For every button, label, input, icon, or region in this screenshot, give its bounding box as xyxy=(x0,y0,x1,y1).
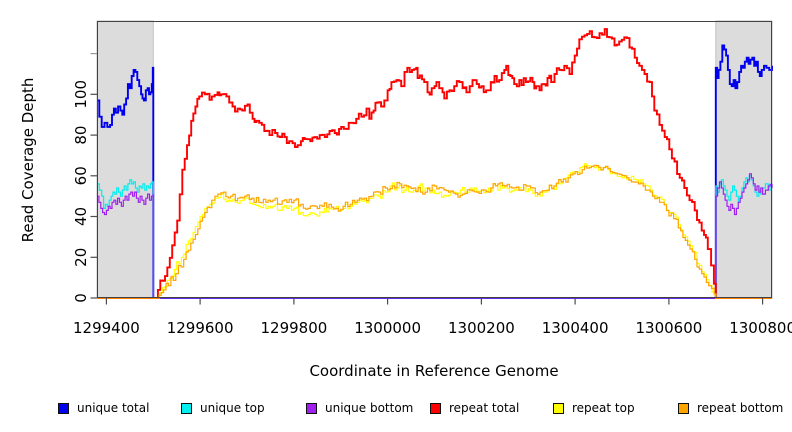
series-repeat-bottom-line xyxy=(97,164,772,299)
series-unique-total-line xyxy=(97,44,773,299)
y-axis-tick-label: 0 xyxy=(72,293,90,303)
x-axis-tick-label: 1299600 xyxy=(167,319,234,337)
x-axis-tick-label: 1299400 xyxy=(73,319,140,337)
left-unique-region xyxy=(96,20,154,299)
y-axis-tick-label: 20 xyxy=(72,248,90,267)
series-unique-top-line xyxy=(97,175,773,299)
y-axis-tick-label: 40 xyxy=(72,207,90,226)
y-axis-tick-label: 100 xyxy=(72,80,90,109)
x-axis-tick-label: 1300600 xyxy=(635,319,702,337)
y-axis-tick-label: 80 xyxy=(72,126,90,145)
y-axis-title: Read Coverage Depth xyxy=(19,77,37,243)
x-axis-title: Coordinate in Reference Genome xyxy=(309,362,559,380)
x-axis-tick-label: 1299800 xyxy=(260,319,327,337)
x-axis-tick-label: 1300400 xyxy=(542,319,609,337)
series-repeat-total-line xyxy=(97,28,772,299)
series-repeat-top-line xyxy=(97,163,772,299)
x-axis-tick-label: 1300000 xyxy=(354,319,421,337)
plot-box xyxy=(97,21,772,298)
x-axis-tick-label: 1300800 xyxy=(729,319,792,337)
y-axis-tick-label: 60 xyxy=(72,166,90,185)
x-axis-tick-label: 1300200 xyxy=(448,319,515,337)
